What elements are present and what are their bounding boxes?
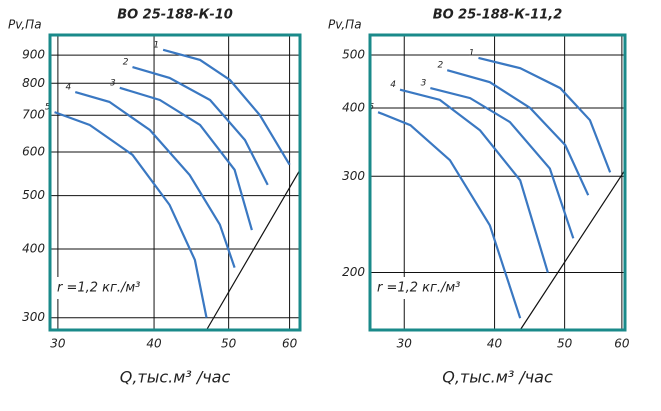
y-tick-label: 800 <box>22 76 45 90</box>
y-tick-label: 300 <box>342 169 365 183</box>
curve-label: 3 <box>110 78 116 88</box>
curve <box>430 87 575 239</box>
chart-title: ВО 25-188-К-11,2 <box>433 8 563 23</box>
y-tick-label: 400 <box>22 241 45 255</box>
x-axis-label: Q,тыс.м³ /час <box>442 368 553 387</box>
guide-line <box>519 169 626 331</box>
annotation: r =1,2 кг./м³ <box>377 281 460 296</box>
y-tick-label: 200 <box>342 265 365 279</box>
curve <box>119 86 253 231</box>
guide-line <box>206 169 301 331</box>
x-tick-label: 30 <box>397 337 413 351</box>
curve-label: 2 <box>437 61 443 71</box>
annotation: r =1,2 кг./м³ <box>57 281 140 296</box>
curve <box>54 111 208 318</box>
curve <box>377 111 522 319</box>
x-tick-label: 40 <box>487 337 503 351</box>
curve <box>399 88 549 273</box>
x-tick-label: 50 <box>221 337 237 351</box>
curve-label: 3 <box>421 79 427 89</box>
curve-label: 2 <box>123 58 129 68</box>
y-tick-label: 300 <box>22 310 45 324</box>
x-tick-label: 60 <box>282 337 298 351</box>
y-axis-label: Pv,Па <box>8 18 42 32</box>
y-tick-label: 500 <box>22 188 45 202</box>
y-tick-label: 600 <box>22 145 45 159</box>
y-tick-label: 900 <box>22 48 45 62</box>
curve-label: 1 <box>469 48 475 58</box>
y-tick-label: 500 <box>342 48 365 62</box>
x-tick-label: 60 <box>614 337 630 351</box>
curve <box>478 56 612 173</box>
curve-label: 1 <box>153 40 159 50</box>
curve-label: 5 <box>45 103 51 113</box>
curve-label: 4 <box>390 80 396 90</box>
curve <box>162 48 291 166</box>
annotation-box <box>374 277 464 299</box>
y-axis-label: Pv,Па <box>328 18 362 32</box>
x-tick-label: 30 <box>50 337 66 351</box>
annotation-box <box>54 277 144 299</box>
plot-border <box>368 33 627 332</box>
chart-title: ВО 25-188-К-10 <box>117 8 233 23</box>
curve <box>74 91 236 268</box>
y-tick-label: 700 <box>22 108 45 122</box>
x-tick-label: 50 <box>557 337 573 351</box>
curve <box>132 66 269 186</box>
plot-border <box>48 33 302 332</box>
x-tick-label: 40 <box>146 337 162 351</box>
x-axis-label: Q,тыс.м³ /час <box>120 368 231 387</box>
y-tick-label: 400 <box>342 100 365 114</box>
curve-label: 4 <box>66 83 72 93</box>
curve <box>446 69 590 196</box>
